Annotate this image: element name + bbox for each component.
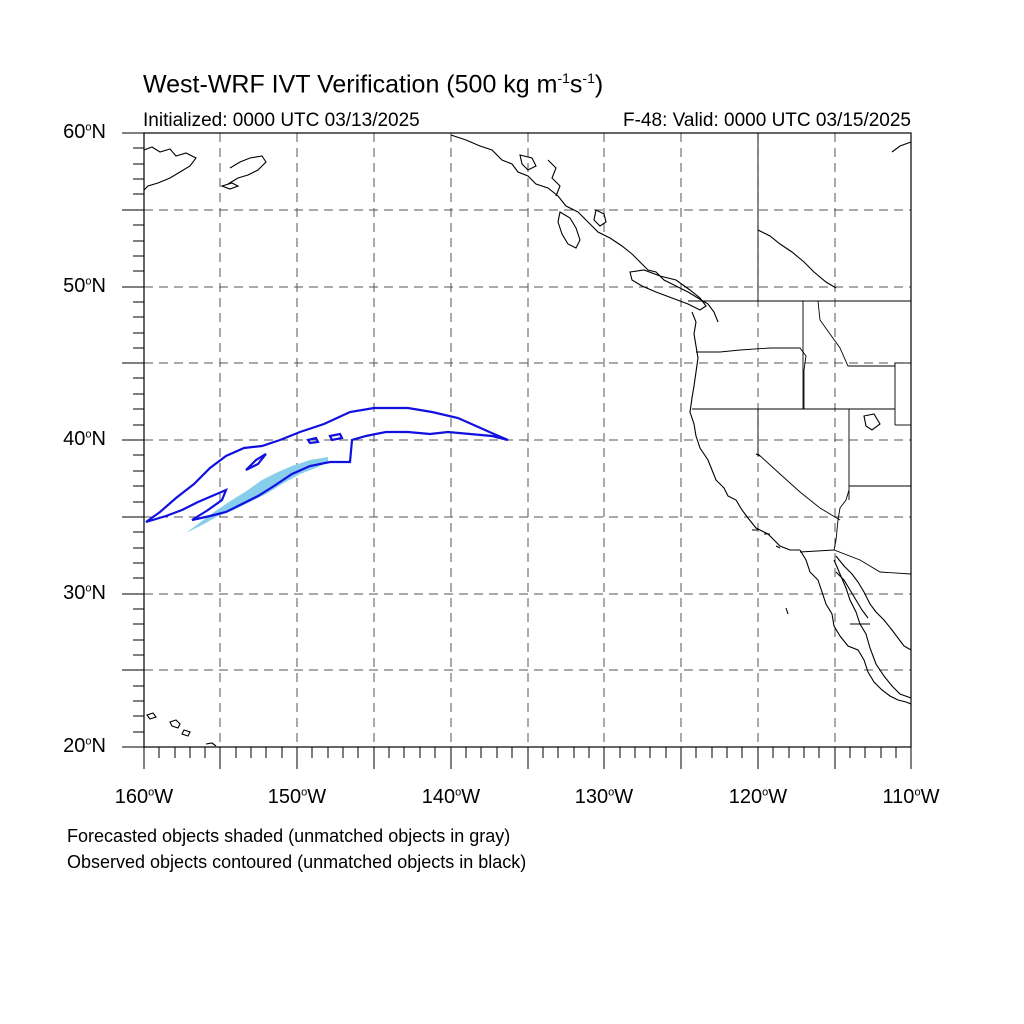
lon-label-120w: 120oW — [728, 786, 788, 808]
axis-ticks — [122, 132, 912, 769]
initialized-time: Initialized: 0000 UTC 03/13/2025 — [143, 110, 420, 131]
observed-legend-note: Observed objects contoured (unmatched ob… — [67, 852, 527, 872]
lat-label-20n: 20oN — [63, 735, 106, 757]
valid-time: F-48: Valid: 0000 UTC 03/15/2025 — [623, 110, 911, 131]
lon-label-110w: 110oW — [882, 786, 940, 808]
lat-label-60n: 60oN — [63, 121, 106, 143]
forecast-legend-note: Forecasted objects shaded (unmatched obj… — [67, 826, 511, 846]
map-title: West-WRF IVT Verification (500 kg m-1s-1… — [143, 70, 604, 99]
coastlines — [143, 134, 912, 747]
political-borders — [688, 133, 912, 625]
lon-label-130w: 130oW — [574, 786, 634, 808]
lat-label-30n: 30oN — [63, 582, 106, 604]
lon-label-140w: 140oW — [421, 786, 481, 808]
lon-label-160w: 160oW — [114, 786, 174, 808]
lon-label-150w: 150oW — [267, 786, 327, 808]
lat-label-50n: 50oN — [63, 275, 106, 297]
graticule — [144, 133, 911, 747]
lat-label-40n: 40oN — [63, 428, 106, 450]
observed-ivt-contours — [145, 406, 509, 524]
